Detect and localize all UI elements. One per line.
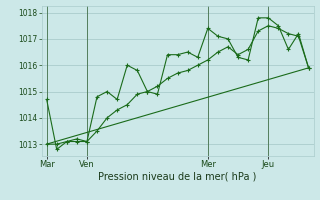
X-axis label: Pression niveau de la mer( hPa ): Pression niveau de la mer( hPa ) (99, 172, 257, 182)
